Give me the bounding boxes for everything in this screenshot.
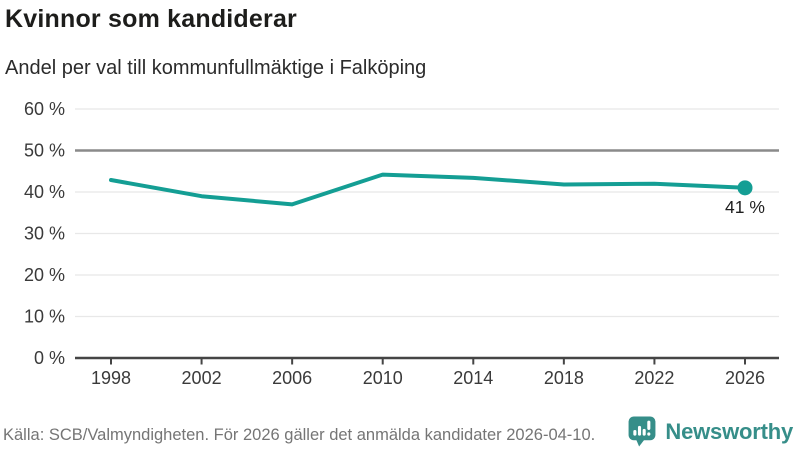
- x-tick-label: 2006: [272, 368, 312, 388]
- source-note: Källa: SCB/Valmyndigheten. För 2026 gäll…: [3, 426, 596, 444]
- x-tick-label: 2022: [634, 368, 674, 388]
- trend-line: [109, 172, 747, 207]
- end-point-value-label: 41 %: [725, 197, 765, 217]
- y-tick-label: 10 %: [24, 307, 65, 327]
- x-tick-label: 2002: [182, 368, 222, 388]
- x-tick-label: 2014: [453, 368, 493, 388]
- line-chart: 0 % 10 % 20 % 30 % 40 % 50 % 60 % 1998 2002 2006 2…: [24, 99, 779, 388]
- y-tick-label: 20 %: [24, 265, 65, 285]
- y-tick-label: 60 %: [24, 99, 65, 119]
- x-tick-label: 2018: [544, 368, 584, 388]
- y-tick-label: 30 %: [24, 224, 65, 244]
- newsworthy-logo-icon: [628, 416, 656, 447]
- y-tick-label: 50 %: [24, 141, 65, 161]
- end-point-marker: [737, 180, 753, 196]
- chart-title: Kvinnor som kandiderar: [5, 5, 297, 33]
- chart-subtitle: Andel per val till kommunfullmäktige i F…: [5, 57, 427, 79]
- y-tick-label: 0 %: [34, 348, 65, 368]
- x-tick-label: 2010: [363, 368, 403, 388]
- x-tick-label: 1998: [91, 368, 131, 388]
- x-tick-label: 2026: [725, 368, 765, 388]
- y-tick-label: 40 %: [24, 182, 65, 202]
- newsworthy-logo: Newsworthy: [627, 416, 793, 447]
- brand-name: Newsworthy: [665, 418, 793, 444]
